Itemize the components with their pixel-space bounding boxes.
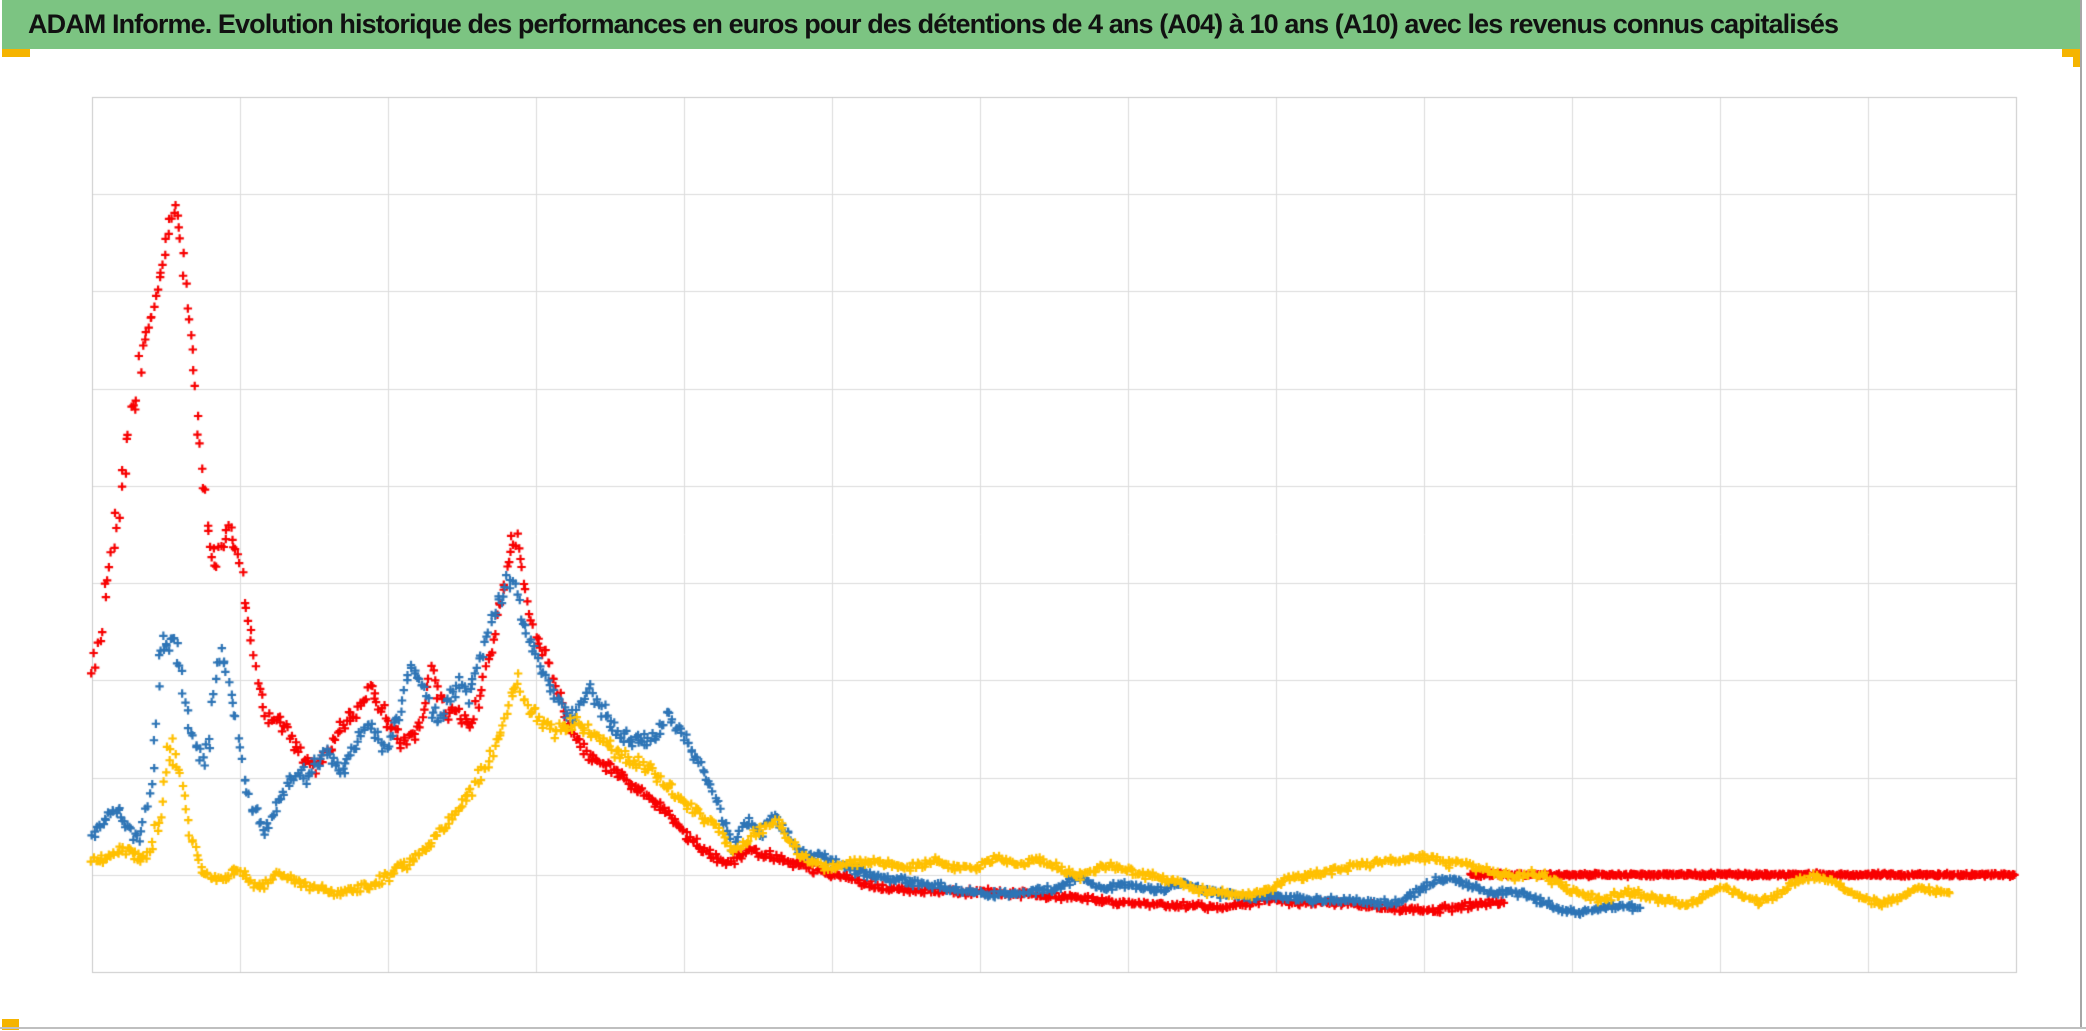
- selection-handle-bottom-left-icon: [2, 1019, 19, 1030]
- chart-title-bar[interactable]: ADAM Informe. Evolution historique des p…: [2, 0, 2081, 49]
- selection-handle-top-left-icon: [2, 49, 30, 57]
- chart-title: ADAM Informe. Evolution historique des p…: [28, 9, 1839, 39]
- sheet-bottom-border: [0, 1027, 2086, 1029]
- sheet-right-border: [2080, 0, 2082, 1028]
- selection-handle-top-right-icon: [2062, 49, 2082, 57]
- selection-handle-top-right-icon: [2073, 49, 2082, 67]
